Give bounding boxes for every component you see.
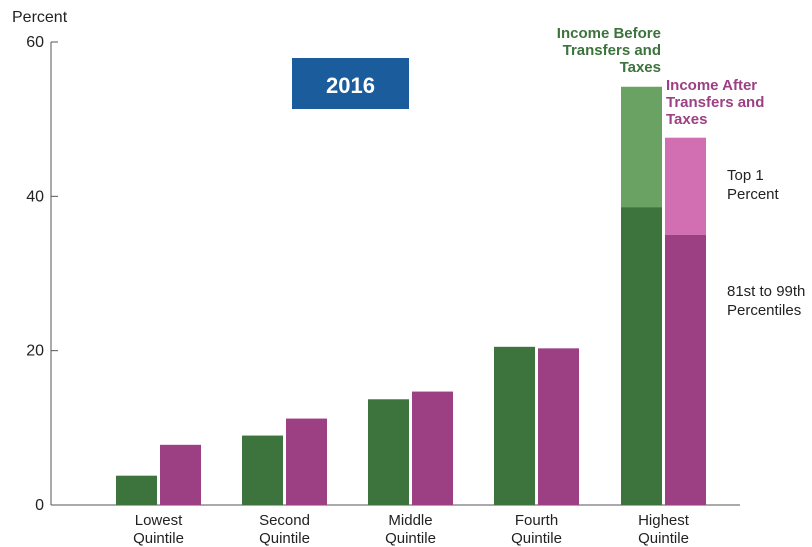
bar-after	[160, 444, 201, 505]
year-badge: 2016	[292, 58, 409, 109]
segment-label-81st-to-99th: Percentiles	[727, 302, 801, 319]
legend-label-after: Income After	[666, 77, 757, 94]
category-label: Quintile	[638, 530, 689, 547]
y-tick-label: 20	[26, 343, 44, 360]
category-label: Middle	[388, 512, 432, 529]
category-label: Highest	[638, 512, 690, 529]
category-label: Quintile	[133, 530, 184, 547]
category-label: Fourth	[515, 512, 558, 529]
segment-label-81st-to-99th: 81st to 99th	[727, 283, 805, 300]
segment-label-top-1-percent: Top 1	[727, 167, 764, 184]
year-badge-box	[292, 58, 409, 109]
category-label: Quintile	[511, 530, 562, 547]
y-tick-label: 60	[26, 34, 44, 51]
segment-label-top-1-percent: Percent	[727, 186, 780, 203]
y-tick-label: 40	[26, 188, 44, 205]
legend-label-before: Income Before	[557, 25, 661, 42]
bar-after	[286, 418, 327, 505]
bar-before-81st-to-99th	[621, 207, 662, 506]
legend-label-before: Transfers and	[563, 42, 661, 59]
segment-labels: Top 1 Percent 81st to 99th Percentiles	[727, 167, 805, 319]
category-label: Quintile	[385, 530, 436, 547]
y-tick-label: 0	[35, 497, 44, 514]
x-axis: LowestQuintileSecondQuintileMiddleQuinti…	[133, 512, 690, 547]
bar-before	[242, 435, 283, 505]
bar-after	[538, 348, 579, 505]
bar-after	[412, 391, 453, 505]
bar-before-top-1-percent	[621, 86, 662, 208]
bar-after-top-1-percent	[665, 137, 706, 235]
legend-label-before: Taxes	[620, 59, 661, 76]
category-label: Lowest	[135, 512, 183, 529]
year-badge-label: 2016	[326, 73, 375, 98]
category-label: Second	[259, 512, 310, 529]
bar-before	[368, 399, 409, 505]
bar-before	[494, 346, 535, 505]
category-label: Quintile	[259, 530, 310, 547]
y-axis-label: Percent	[12, 9, 68, 26]
bar-after-81st-to-99th	[665, 234, 706, 505]
bars	[116, 86, 706, 506]
legend-label-after: Taxes	[666, 111, 707, 128]
bar-before	[116, 475, 157, 505]
legend-label-after: Transfers and	[666, 94, 764, 111]
